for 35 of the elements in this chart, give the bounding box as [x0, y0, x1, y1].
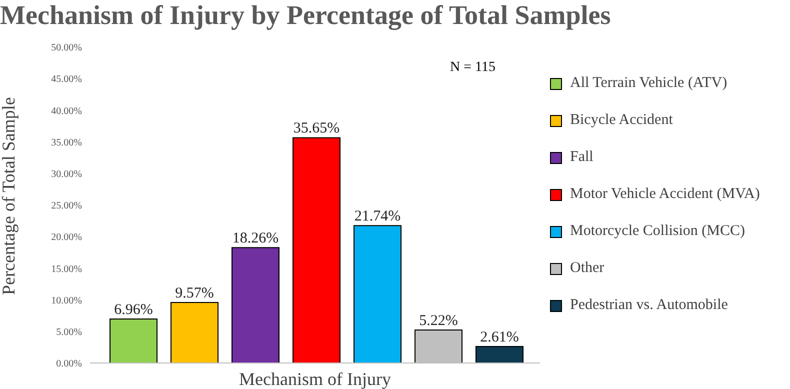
legend-label: Bicycle Accident: [570, 112, 673, 129]
bar: [110, 318, 158, 363]
bar: [232, 247, 280, 363]
data-label: 9.57%: [175, 286, 214, 302]
bar: [292, 137, 340, 363]
legend-label: Fall: [570, 149, 594, 166]
data-label: 35.65%: [293, 120, 340, 137]
y-tick-label: 35.00%: [51, 137, 82, 148]
y-tick-label: 30.00%: [51, 168, 82, 180]
y-tick-label: 5.00%: [56, 326, 82, 338]
data-label: 21.74%: [354, 208, 401, 225]
y-tick-label: 45.00%: [51, 74, 82, 86]
x-axis-title: Mechanism of Injury: [239, 369, 391, 389]
bar: [170, 302, 218, 363]
data-label: 6.96%: [114, 302, 153, 318]
y-axis-title: Percentage of Total Sample: [0, 97, 18, 295]
y-tick-label: 0.00%: [56, 358, 82, 370]
y-tick-label: 50.00%: [51, 42, 82, 54]
y-tick-label: 15.00%: [51, 264, 82, 275]
y-tick-label: 10.00%: [51, 295, 82, 306]
data-label: 18.26%: [232, 230, 279, 247]
y-tick-label: 25.00%: [51, 200, 82, 212]
data-label: 5.22%: [419, 313, 458, 330]
chart-title: Mechanism of Injury by Percentage of Total Samples: [0, 0, 611, 31]
legend-label: Other: [570, 260, 604, 277]
annotation: N = 115: [450, 60, 496, 76]
legend-label: Motorcycle Collision (MCC): [570, 223, 745, 240]
legend-label: Motor Vehicle Accident (MVA): [570, 186, 760, 203]
data-label: 2.61%: [480, 330, 519, 346]
bar: [354, 225, 402, 363]
legend-label: All Terrain Vehicle (ATV): [570, 75, 728, 92]
y-tick-label: 40.00%: [51, 106, 82, 117]
bar: [476, 346, 524, 363]
legend-label: Pedestrian vs. Automobile: [570, 297, 728, 314]
y-tick-label: 20.00%: [51, 232, 82, 244]
